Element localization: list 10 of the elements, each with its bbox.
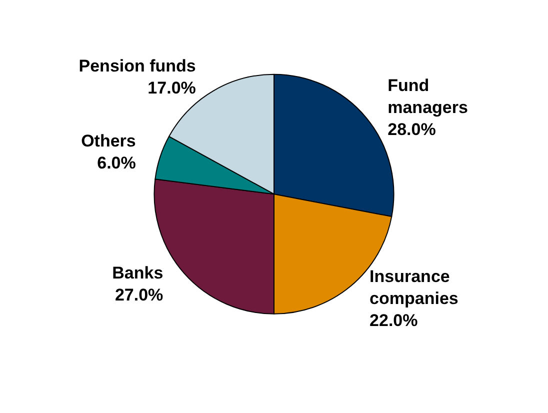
slice-label: Pension funds (78, 56, 196, 76)
slice-label: Fund managers (388, 76, 468, 118)
data-label: 22.0% (370, 311, 418, 330)
slice-label: Others (81, 132, 136, 151)
data-label: 28.0% (388, 120, 436, 140)
slice-label: Insurance companies (370, 267, 458, 308)
data-label: 6.0% (97, 154, 136, 173)
slice-label: Banks (112, 263, 164, 282)
data-label: 27.0% (114, 285, 164, 304)
data-label: 17.0% (148, 78, 196, 98)
